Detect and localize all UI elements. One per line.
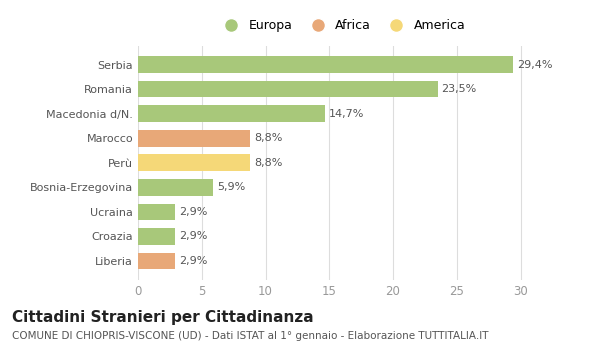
Bar xyxy=(138,253,175,270)
Text: 2,9%: 2,9% xyxy=(179,207,207,217)
Text: 23,5%: 23,5% xyxy=(442,84,476,94)
Text: COMUNE DI CHIOPRIS-VISCONE (UD) - Dati ISTAT al 1° gennaio - Elaborazione TUTTIT: COMUNE DI CHIOPRIS-VISCONE (UD) - Dati I… xyxy=(12,331,488,341)
Text: 8,8%: 8,8% xyxy=(254,158,283,168)
Text: 8,8%: 8,8% xyxy=(254,133,283,143)
Legend: Europa, Africa, America: Europa, Africa, America xyxy=(214,14,470,37)
Bar xyxy=(138,179,213,196)
Bar xyxy=(138,105,325,122)
Bar xyxy=(138,56,513,73)
Bar xyxy=(138,228,175,245)
Text: 2,9%: 2,9% xyxy=(179,256,207,266)
Text: 2,9%: 2,9% xyxy=(179,231,207,242)
Text: 29,4%: 29,4% xyxy=(517,60,552,70)
Text: Cittadini Stranieri per Cittadinanza: Cittadini Stranieri per Cittadinanza xyxy=(12,310,314,325)
Bar xyxy=(138,81,437,97)
Bar xyxy=(138,203,175,220)
Text: 14,7%: 14,7% xyxy=(329,108,365,119)
Text: 5,9%: 5,9% xyxy=(217,182,245,192)
Bar xyxy=(138,154,250,171)
Bar xyxy=(138,130,250,147)
